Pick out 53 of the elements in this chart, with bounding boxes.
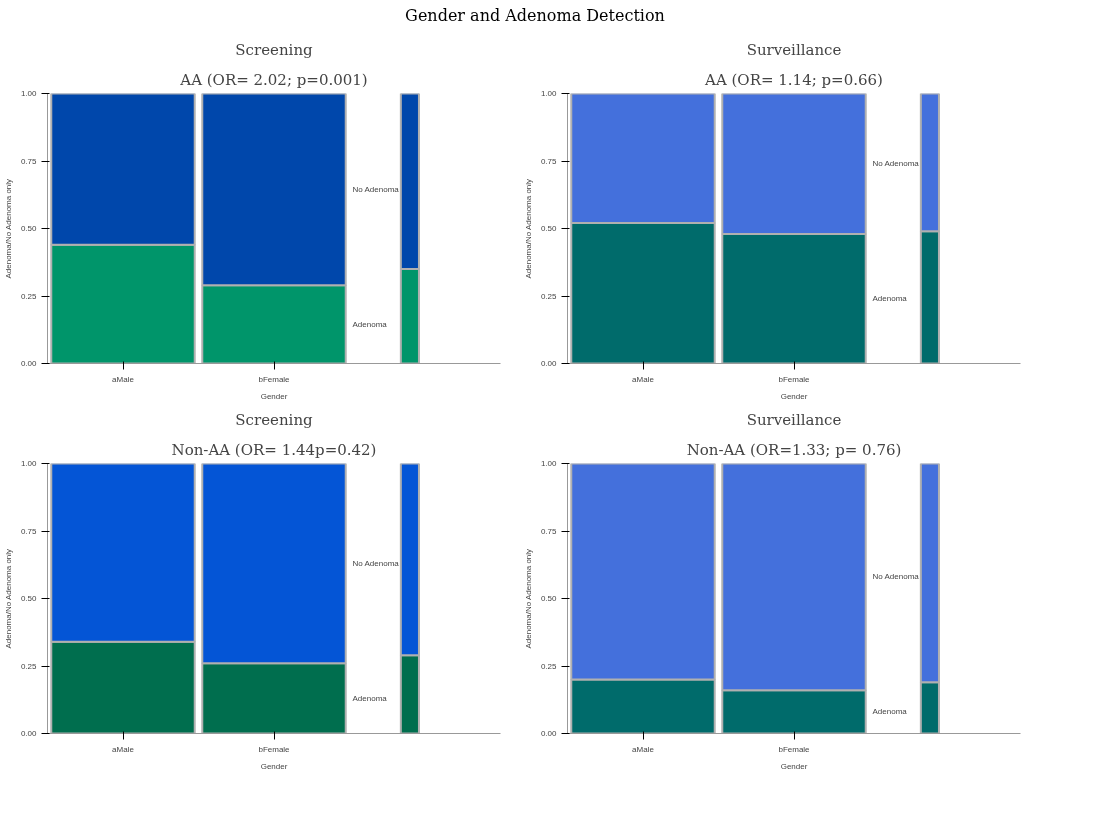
series-label: No Adenoma — [352, 558, 400, 568]
y-tick-label: 0.50 — [540, 223, 558, 233]
chart-title: Surveillance — [746, 410, 842, 429]
x-axis-title: Gender — [780, 761, 808, 771]
chart-subtitle: AA (OR= 2.02; p=0.001) — [179, 70, 368, 89]
y-tick-label: 0.00 — [540, 728, 558, 738]
series-label: No Adenoma — [872, 572, 920, 582]
y-tick-label: 0.75 — [540, 156, 558, 166]
chart-subtitle: AA (OR= 1.14; p=0.66) — [704, 70, 883, 89]
series-label: Adenoma — [872, 294, 908, 304]
y-tick-label: 0.25 — [20, 661, 38, 671]
y-axis-title: Adenoma/No Adenoma only — [3, 548, 13, 649]
chart-subtitle: Non-AA (OR= 1.44p=0.42) — [171, 440, 377, 459]
series-label: Adenoma — [352, 693, 388, 703]
y-tick-label: 0.50 — [540, 593, 558, 603]
y-tick-label: 0.00 — [540, 358, 558, 368]
chart-title: Screening — [235, 40, 314, 59]
x-tick-label: aMale — [112, 374, 135, 384]
x-tick-label: bFemale — [258, 744, 291, 754]
x-axis-title: Gender — [260, 391, 288, 401]
series-label: Adenoma — [872, 707, 908, 717]
y-tick-label: 0.00 — [20, 358, 38, 368]
y-tick-label: 0.00 — [20, 728, 38, 738]
y-tick-label: 1.00 — [20, 88, 38, 98]
text: Gender and Adenoma Detection — [405, 5, 665, 27]
y-tick-label: 0.75 — [20, 156, 38, 166]
x-tick-label: bFemale — [778, 374, 811, 384]
x-tick-label: aMale — [632, 744, 655, 754]
series-label: No Adenoma — [352, 184, 400, 194]
x-tick-label: aMale — [112, 744, 135, 754]
y-tick-label: 0.50 — [20, 593, 38, 603]
x-axis-title: Gender — [780, 391, 808, 401]
y-axis-title: Adenoma/No Adenoma only — [3, 178, 13, 279]
y-tick-label: 0.75 — [540, 526, 558, 536]
y-tick-label: 0.25 — [540, 661, 558, 671]
x-tick-label: bFemale — [778, 744, 811, 754]
y-tick-label: 1.00 — [540, 458, 558, 468]
y-axis-title: Adenoma/No Adenoma only — [523, 178, 533, 279]
series-label: No Adenoma — [872, 159, 920, 169]
x-tick-label: bFemale — [258, 374, 291, 384]
y-tick-label: 1.00 — [540, 88, 558, 98]
x-axis-title: Gender — [260, 761, 288, 771]
y-tick-label: 0.75 — [20, 526, 38, 536]
chart-title: Surveillance — [746, 40, 842, 59]
chart-title: Screening — [235, 410, 314, 429]
series-label: Adenoma — [352, 319, 388, 329]
y-tick-label: 0.25 — [20, 291, 38, 301]
x-tick-label: aMale — [632, 374, 655, 384]
y-tick-label: 0.25 — [540, 291, 558, 301]
y-tick-label: 0.50 — [20, 223, 38, 233]
y-tick-label: 1.00 — [20, 458, 38, 468]
y-axis-title: Adenoma/No Adenoma only — [523, 548, 533, 649]
chart-subtitle: Non-AA (OR=1.33; p= 0.76) — [686, 440, 902, 459]
